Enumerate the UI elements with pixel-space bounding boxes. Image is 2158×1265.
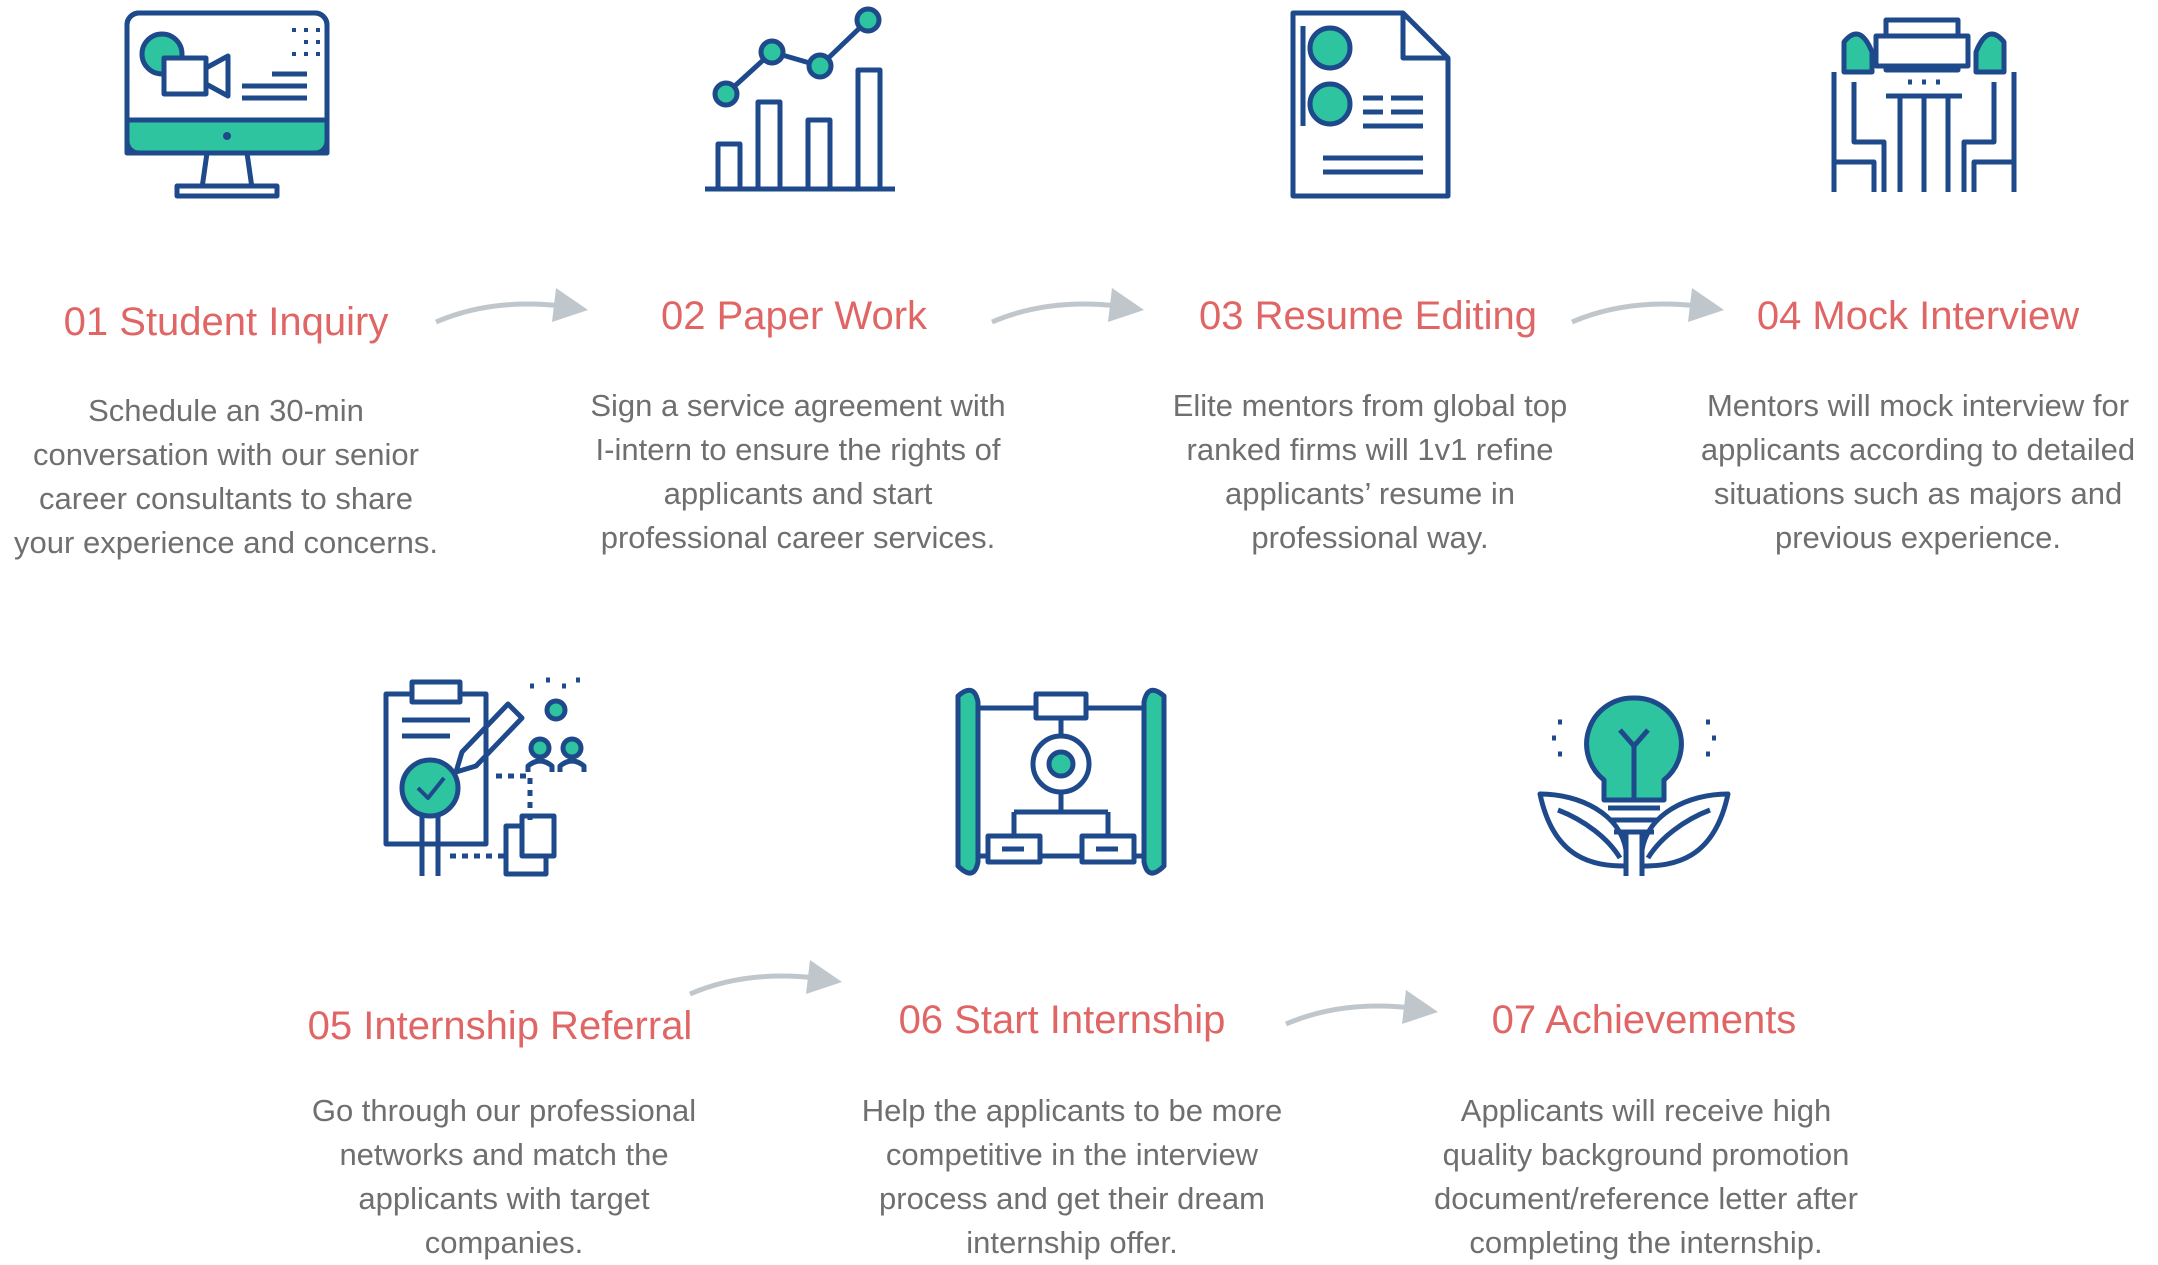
step-5-line-2: networks and match the [339,1137,669,1172]
step-title-7: 07 Achievements [1491,998,1797,1042]
step-7-line-2: quality background promotion [1442,1137,1850,1172]
step-title-2: 02 Paper Work [660,294,928,338]
step-description-6: Help the applicants to be more competiti… [792,1089,1352,1265]
step-6-line-2: competitive in the interview [885,1137,1259,1172]
step-7-line-3: document/reference letter after [1434,1181,1858,1216]
step-5-line-1: Go through our professional [311,1093,697,1128]
step-6-line-3: process and get their dream [879,1181,1265,1216]
step-4-line-1: Mentors will mock interview for [1706,388,2130,423]
step-5-line-3: applicants with target [358,1181,650,1216]
arrow-5-to-6 [689,960,842,997]
interview-table-icon [1831,17,2017,192]
step-7-line-1: Applicants will receive high [1460,1093,1832,1128]
resume-document-icon [1290,10,1451,199]
step-4-line-3: situations such as majors and [1713,476,2123,511]
step-5-line-4: companies. [424,1225,584,1260]
arrow-1-to-2 [435,288,588,325]
flowchart-blueprint-icon [955,687,1167,876]
step-3-line-2: ranked firms will 1v1 refine [1186,432,1554,467]
step-description-2: Sign a service agreement with I-intern t… [518,384,1078,560]
step-1-line-2: conversation with our senior [33,437,419,472]
step-6-line-4: internship offer. [966,1225,1178,1260]
computer-video-call-icon [124,10,330,199]
step-title-4: 04 Mock Interview [1756,294,2080,338]
step-1-line-1: Schedule an 30-min [88,393,364,428]
arrow-3-to-4 [1571,288,1724,325]
step-3-line-4: professional way. [1251,520,1489,555]
step-title-5: 05 Internship Referral [307,1004,693,1048]
clipboard-referral-icon [383,677,587,877]
step-3-line-1: Elite mentors from global top [1172,388,1568,423]
lightbulb-plant-icon [1537,695,1731,876]
step-1-line-3: career consultants to share [39,481,413,516]
step-2-line-4: professional career services. [600,520,996,555]
step-title-6: 06 Start Internship [898,998,1226,1042]
step-6-line-1: Help the applicants to be more [861,1093,1283,1128]
step-2-line-2: I-intern to ensure the rights of [595,432,1001,467]
arrow-2-to-3 [991,288,1144,325]
step-2-line-3: applicants and start [663,476,933,511]
step-3-line-3: applicants’ resume in [1224,476,1516,511]
bar-line-chart-icon [705,6,895,192]
step-description-5: Go through our professional networks and… [224,1089,784,1265]
step-7-line-4: completing the internship. [1469,1225,1823,1260]
step-description-4: Mentors will mock interview for applican… [1638,384,2158,560]
step-title-3: 03 Resume Editing [1199,294,1537,338]
step-description-3: Elite mentors from global top ranked fir… [1090,384,1650,560]
step-title-1: 01 Student Inquiry [63,300,389,344]
arrow-6-to-7 [1285,990,1438,1027]
step-1-line-4: your experience and concerns. [14,525,438,560]
step-4-line-4: previous experience. [1774,520,2062,555]
step-description-7: Applicants will receive high quality bac… [1366,1089,1926,1265]
step-description-1: Schedule an 30-min conversation with our… [0,389,506,565]
step-2-line-1: Sign a service agreement with [590,388,1006,423]
step-4-line-2: applicants according to detailed [1700,432,2136,467]
